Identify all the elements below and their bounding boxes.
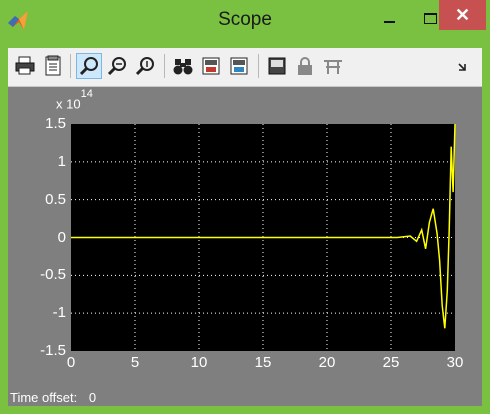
toolbar-separator	[164, 54, 165, 78]
lock-axes-icon	[298, 57, 312, 75]
toolbar-separator	[70, 54, 71, 78]
parameters-icon	[45, 55, 61, 76]
x-tick-label: 15	[254, 354, 272, 371]
x-tick-label: 5	[130, 354, 140, 371]
save-axes-settings-button[interactable]	[198, 53, 224, 79]
x-tick-label: 0	[66, 354, 76, 371]
x-tick-label: 20	[318, 354, 336, 371]
scope-plot[interactable]	[8, 87, 482, 387]
x-tick-label: 25	[382, 354, 400, 371]
x-tick-label: 30	[446, 354, 464, 371]
signal-selection-button[interactable]	[320, 53, 346, 79]
parameters-button[interactable]	[40, 53, 66, 79]
minimize-button[interactable]	[369, 0, 409, 36]
toolbar	[8, 48, 482, 87]
floating-scope-button[interactable]	[264, 53, 290, 79]
floating-scope-icon	[268, 57, 286, 75]
x-tick-label: 10	[190, 354, 208, 371]
autoscale-icon	[173, 59, 193, 75]
y-tick-label: -1	[52, 304, 66, 322]
minimize-icon	[383, 21, 395, 23]
y-tick-label: -1.5	[40, 342, 66, 359]
maximize-icon	[423, 12, 437, 24]
restore-axes-settings-button[interactable]	[226, 53, 252, 79]
title-bar[interactable]: Scope ✕	[0, 0, 490, 44]
time-offset-value: 0	[88, 390, 97, 405]
close-button[interactable]: ✕	[439, 0, 486, 30]
matlab-icon	[8, 11, 28, 30]
zoom-y-button[interactable]	[132, 53, 158, 79]
zoom-x-icon	[107, 57, 126, 76]
zoom-button[interactable]	[76, 53, 102, 79]
y-tick-label: 0.5	[45, 190, 66, 208]
scope-figure: x 1014 1.5 1 0.5 0 -0.5 -1 -1.5 0 5 10 15 20 25 30 T…	[8, 87, 482, 406]
y-tick-label: 0	[57, 228, 66, 246]
time-offset-label: Time offset:	[10, 390, 78, 405]
print-button[interactable]	[12, 53, 38, 79]
signal-line	[71, 123, 456, 329]
y-tick-label: -0.5	[40, 266, 66, 284]
y-tick-label: 1	[57, 152, 66, 170]
autoscale-button[interactable]	[170, 53, 196, 79]
toolbar-overflow-button[interactable]	[450, 53, 476, 79]
maximize-button[interactable]	[410, 0, 450, 36]
y-exponent-label: x 1014	[56, 88, 93, 112]
window-title: Scope	[218, 9, 272, 30]
overflow-chevron-icon	[458, 63, 466, 71]
restore-axes-settings-icon	[230, 57, 248, 75]
time-offset: Time offset: 0	[10, 390, 96, 405]
lock-axes-button[interactable]	[292, 53, 318, 79]
zoom-icon	[79, 57, 98, 76]
toolbar-separator	[258, 54, 259, 78]
save-axes-settings-icon	[202, 57, 220, 75]
close-icon: ✕	[454, 4, 471, 25]
print-icon	[15, 56, 35, 75]
zoom-y-icon	[135, 57, 154, 76]
exponent-power: 14	[80, 88, 93, 100]
signal-selection-icon	[324, 60, 342, 74]
zoom-x-button[interactable]	[104, 53, 130, 79]
exponent-base: x 10	[56, 96, 81, 112]
y-tick-label: 1.5	[45, 115, 66, 132]
